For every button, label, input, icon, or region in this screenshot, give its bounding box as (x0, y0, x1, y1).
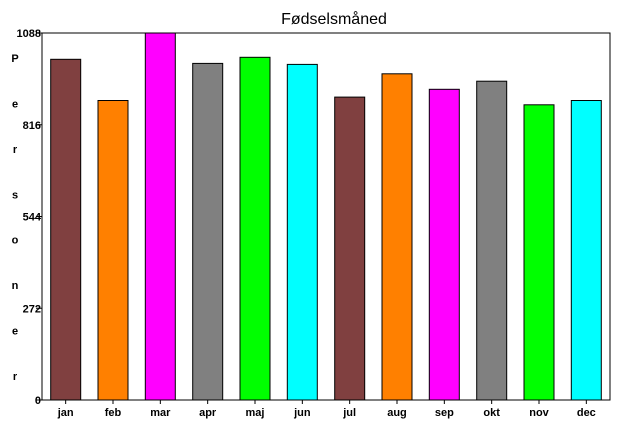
x-tick-label-jan: jan (57, 407, 74, 419)
bar-apr (192, 62, 224, 401)
x-tick-label-nov: nov (529, 407, 549, 419)
bars (50, 32, 602, 401)
y-tick-label-0: 0 (35, 395, 41, 407)
y-tick-label-1088: 1088 (17, 28, 41, 40)
x-tick-label-jun: jun (293, 407, 311, 419)
x-tick-label-mar: mar (150, 407, 171, 419)
bar-jan (50, 58, 82, 401)
y-tick-label-272: 272 (23, 303, 41, 315)
x-axis-ticks: jan feb mar apr maj jun jul aug sep okt nov dec (57, 400, 596, 419)
x-tick-label-sep: sep (435, 407, 454, 419)
bar-sep (428, 88, 460, 401)
bar-jun (286, 63, 318, 401)
bar-nov (523, 104, 555, 401)
y-axis-label-letter: e (12, 326, 18, 338)
bar-feb (97, 100, 129, 401)
bar-maj (239, 56, 271, 401)
bar-okt (476, 80, 508, 401)
y-axis-label: Pe r s o n e r (11, 53, 18, 383)
x-tick-label-okt: okt (483, 407, 500, 419)
x-tick-label-jul: jul (342, 407, 356, 419)
y-tick-label-544: 544 (23, 212, 42, 224)
x-tick-label-aug: aug (387, 407, 407, 419)
y-axis-ticks: 0 272 544 816 1088 (17, 28, 42, 407)
x-tick-label-dec: dec (577, 407, 596, 419)
bar-aug (381, 73, 413, 401)
y-axis-label-letter: n (12, 280, 19, 292)
bar-jul (334, 96, 366, 401)
chart-title: Fødselsmåned (281, 10, 387, 28)
y-axis-label-letter: P (11, 53, 18, 65)
y-axis-label-letter: r (13, 371, 18, 383)
x-tick-label-feb: feb (105, 407, 122, 419)
bar-mar (144, 32, 176, 401)
y-axis-label-letter: r (13, 144, 18, 156)
x-tick-label-apr: apr (199, 407, 217, 419)
y-axis-label-letter: o (12, 235, 19, 247)
y-axis-label-letter: e (12, 98, 18, 110)
bar-dec (570, 100, 602, 401)
y-tick-label-816: 816 (23, 120, 41, 132)
y-axis-label-letter: s (12, 189, 18, 201)
x-tick-label-maj: maj (246, 407, 265, 419)
